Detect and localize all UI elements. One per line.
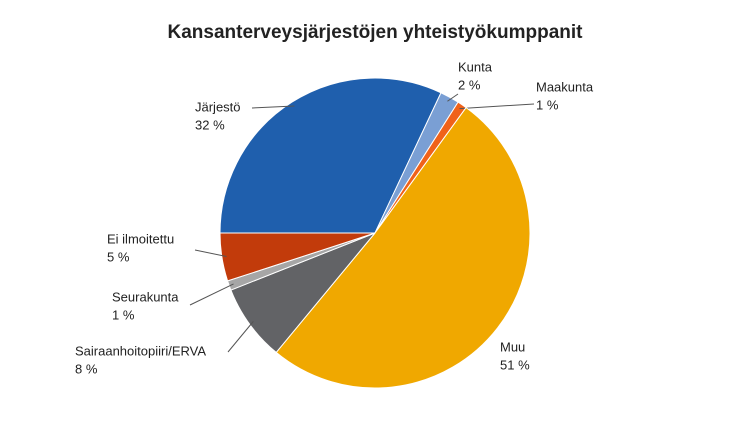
leader-line bbox=[194, 249, 227, 258]
slice-value: 1 % bbox=[536, 97, 559, 112]
slice-label: Ei ilmoitettu bbox=[107, 231, 174, 246]
slice-label: Seurakunta bbox=[112, 289, 179, 304]
leader-line bbox=[447, 93, 459, 102]
slice-value: 32 % bbox=[195, 117, 225, 132]
slice-value: 2 % bbox=[458, 77, 481, 92]
slice-label: Maakunta bbox=[536, 79, 594, 94]
chart-title: Kansanterveysjärjestöjen yhteistyökumppa… bbox=[168, 22, 584, 43]
slice-label: Kunta bbox=[458, 59, 493, 74]
slice-value: 5 % bbox=[107, 249, 130, 264]
leader-line bbox=[459, 103, 535, 110]
slice-label: Muu bbox=[500, 339, 525, 354]
leader-line bbox=[189, 283, 234, 306]
pie-slice bbox=[219, 77, 442, 234]
pie-slice bbox=[219, 232, 376, 282]
slice-value: 1 % bbox=[112, 307, 135, 322]
slice-label: Järjestö bbox=[195, 99, 241, 114]
slice-label: Sairaanhoitopiiri/ERVA bbox=[75, 343, 206, 358]
slice-value: 51 % bbox=[500, 357, 530, 372]
leader-line bbox=[227, 321, 254, 353]
slice-value: 8 % bbox=[75, 361, 98, 376]
pie-slice bbox=[275, 106, 531, 389]
leader-line bbox=[251, 105, 295, 109]
